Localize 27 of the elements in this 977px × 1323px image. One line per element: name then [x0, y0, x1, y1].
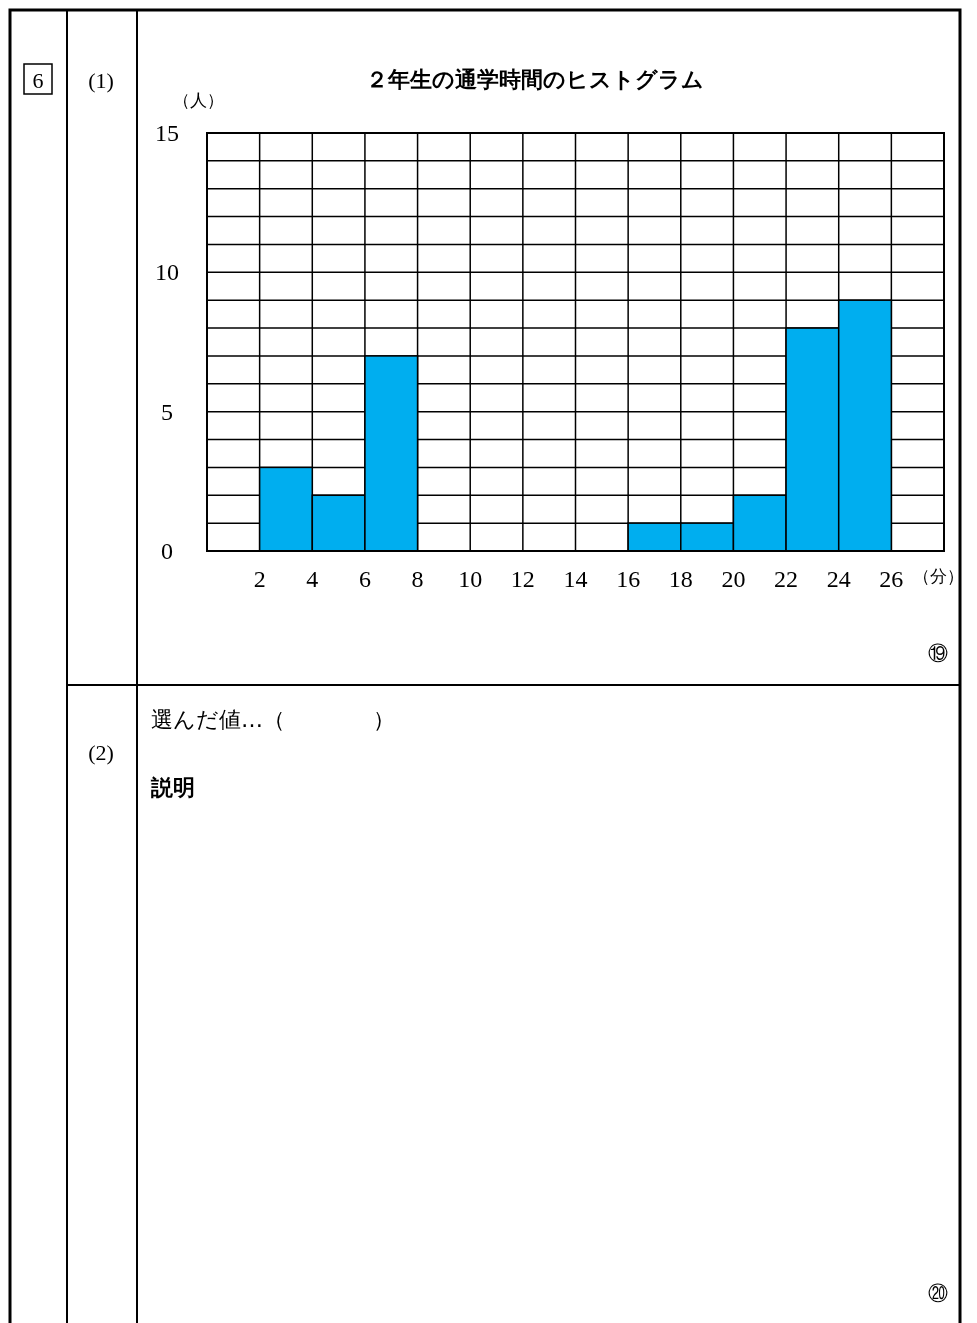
- x-tick-label: 4: [306, 566, 319, 592]
- x-tick-label: 10: [458, 566, 483, 592]
- x-tick-label: 26: [879, 566, 904, 592]
- x-tick-label: 18: [668, 566, 693, 592]
- chart-title: ２年生の通学時間のヒストグラム: [366, 67, 704, 92]
- text: ⑳: [928, 1281, 948, 1305]
- y-axis-title: （人）: [172, 91, 224, 110]
- x-tick-label: 14: [563, 566, 588, 592]
- y-tick-label: 15: [155, 120, 179, 146]
- text: 選んだ値…（ ）: [151, 707, 395, 732]
- x-tick-label: 16: [616, 566, 641, 592]
- x-tick-label: 20: [721, 566, 746, 592]
- x-tick-label: 8: [411, 566, 424, 592]
- text: 説明: [150, 775, 195, 800]
- text: (2): [88, 740, 114, 765]
- x-tick-label: 24: [826, 566, 851, 592]
- x-tick-label: 22: [774, 566, 799, 592]
- x-tick-label: 12: [510, 566, 535, 592]
- text: ⑲: [928, 641, 948, 665]
- y-tick-label: 5: [161, 398, 173, 425]
- text: 6: [32, 68, 44, 93]
- text: (1): [88, 68, 114, 93]
- x-tick-label: 2: [253, 566, 266, 592]
- x-tick-label: 6: [358, 566, 371, 592]
- y-tick-label: 0: [161, 538, 173, 564]
- x-axis-title: （分）: [912, 567, 964, 586]
- y-tick-label: 10: [155, 259, 179, 286]
